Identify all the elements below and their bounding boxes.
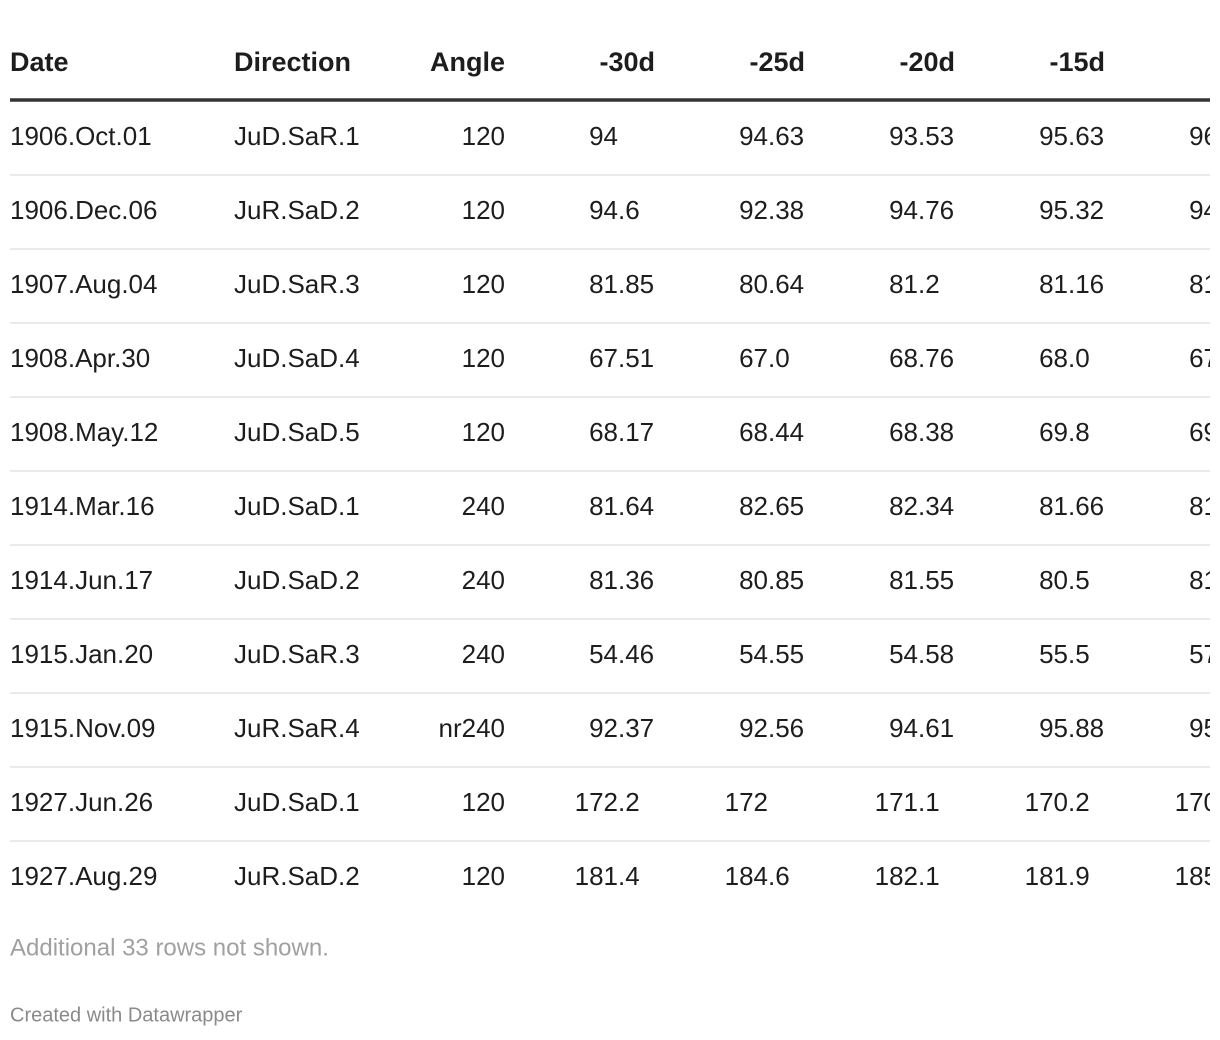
cell: 67.0 — [739, 343, 790, 373]
cell: 120 — [462, 269, 505, 299]
cell: JuD.SaD.4 — [234, 343, 360, 373]
cell: JuD.SaR.3 — [234, 639, 360, 669]
cell: 182.1 — [875, 861, 940, 891]
column-header: Date — [10, 47, 69, 77]
cell: 81.36 — [589, 565, 654, 595]
column-header: -25d — [749, 47, 805, 77]
cell: 68.38 — [889, 417, 954, 447]
cell: JuD.SaR.3 — [234, 269, 360, 299]
cell: 94.6 — [589, 195, 640, 225]
cell: 92.37 — [589, 713, 654, 743]
cell: 68.0 — [1039, 343, 1090, 373]
cell: JuD.SaR.1 — [234, 121, 360, 151]
cell: 81 — [1189, 269, 1218, 299]
cell: 95.88 — [1039, 713, 1104, 743]
cell: 67 — [1189, 343, 1218, 373]
cell: 68.17 — [589, 417, 654, 447]
cell: 181.4 — [575, 861, 640, 891]
cell: 94.63 — [739, 121, 804, 151]
cell: 120 — [462, 343, 505, 373]
cell: 81.85 — [589, 269, 654, 299]
cell: 120 — [462, 861, 505, 891]
cell: 92.56 — [739, 713, 804, 743]
cell: JuR.SaR.4 — [234, 713, 360, 743]
cell: 96 — [1189, 121, 1218, 151]
footer-note: Additional 33 rows not shown. — [10, 934, 329, 961]
cell: JuD.SaD.5 — [234, 417, 360, 447]
column-header: Angle — [430, 47, 505, 77]
cell: JuD.SaD.1 — [234, 787, 360, 817]
cell: 172 — [725, 787, 768, 817]
cell: 81.55 — [889, 565, 954, 595]
cell: 1927.Jun.26 — [10, 787, 153, 817]
cell: 184.6 — [725, 861, 790, 891]
cell: 95 — [1189, 713, 1218, 743]
cell: 185 — [1175, 861, 1218, 891]
cell: 120 — [462, 417, 505, 447]
cell: 81 — [1189, 565, 1218, 595]
cell: 1908.Apr.30 — [10, 343, 150, 373]
table: DateDirectionAngle-30d-25d-20d-15d-11906… — [10, 47, 1218, 891]
cell: 170.2 — [1025, 787, 1090, 817]
cell: 94.61 — [889, 713, 954, 743]
footer-credit: Created with Datawrapper — [10, 1004, 243, 1026]
cell: 94 — [1189, 195, 1218, 225]
column-header: -15d — [1049, 47, 1105, 77]
cell: 120 — [462, 121, 505, 151]
cell: 240 — [462, 491, 505, 521]
cell: JuR.SaD.2 — [234, 195, 360, 225]
cell: 81 — [1189, 491, 1218, 521]
cell: 67.51 — [589, 343, 654, 373]
cell: JuR.SaD.2 — [234, 861, 360, 891]
cell: 80.5 — [1039, 565, 1090, 595]
cell: 54.46 — [589, 639, 654, 669]
column-header: Direction — [234, 47, 351, 77]
cell: 81.2 — [889, 269, 940, 299]
cell: 57 — [1189, 639, 1218, 669]
cell: 172.2 — [575, 787, 640, 817]
cell: 69 — [1189, 417, 1218, 447]
cell: 69.8 — [1039, 417, 1090, 447]
cell: 82.65 — [739, 491, 804, 521]
cell: 240 — [462, 639, 505, 669]
cell: 170 — [1175, 787, 1218, 817]
cell: 1907.Aug.04 — [10, 269, 157, 299]
cell: 81.16 — [1039, 269, 1104, 299]
cell: 171.1 — [875, 787, 940, 817]
cell: 68.76 — [889, 343, 954, 373]
cell: 93.53 — [889, 121, 954, 151]
cell: 1908.May.12 — [10, 417, 158, 447]
cell: 81.64 — [589, 491, 654, 521]
cell: 94.76 — [889, 195, 954, 225]
cell: JuD.SaD.1 — [234, 491, 360, 521]
cell: 95.63 — [1039, 121, 1104, 151]
cell: 82.34 — [889, 491, 954, 521]
cell: 1914.Jun.17 — [10, 565, 153, 595]
cell: 55.5 — [1039, 639, 1090, 669]
cell: 92.38 — [739, 195, 804, 225]
cell: 1906.Dec.06 — [10, 195, 157, 225]
cell: 181.9 — [1025, 861, 1090, 891]
cell: 94 — [589, 121, 618, 151]
cell: 54.55 — [739, 639, 804, 669]
cell: 240 — [462, 565, 505, 595]
cell: 120 — [462, 195, 505, 225]
cell: nr240 — [439, 713, 506, 743]
column-header: -30d — [599, 47, 655, 77]
cell: JuD.SaD.2 — [234, 565, 360, 595]
cell: 54.58 — [889, 639, 954, 669]
cell: 80.64 — [739, 269, 804, 299]
cell: 80.85 — [739, 565, 804, 595]
cell: 1914.Mar.16 — [10, 491, 155, 521]
cell: 1915.Jan.20 — [10, 639, 153, 669]
cell: 95.32 — [1039, 195, 1104, 225]
column-header: -20d — [899, 47, 955, 77]
cell: 1915.Nov.09 — [10, 713, 156, 743]
cell: 68.44 — [739, 417, 804, 447]
cell: 1906.Oct.01 — [10, 121, 152, 151]
cell: 81.66 — [1039, 491, 1104, 521]
cell: 120 — [462, 787, 505, 817]
cell: 1927.Aug.29 — [10, 861, 157, 891]
